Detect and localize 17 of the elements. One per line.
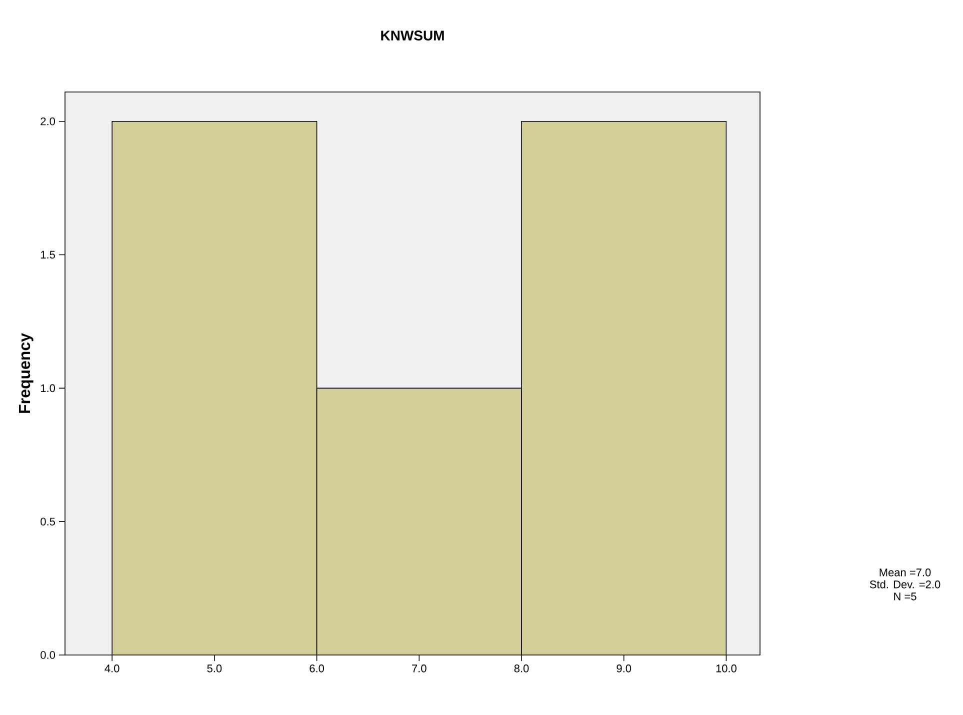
y-tick-label: 0.5: [40, 518, 55, 526]
x-tick-label: 4.0: [104, 664, 120, 672]
x-tick-label: 7.0: [412, 664, 426, 672]
x-tick-label: 8.0: [514, 664, 529, 672]
x-tick-label: 10.0: [716, 664, 736, 672]
text: Mean =7.0: [880, 568, 931, 576]
x-tick-label: 9.0: [616, 664, 632, 672]
text: Std. Dev. =2.0: [870, 580, 940, 588]
x-tick-label: 6.0: [310, 664, 324, 672]
y-tick-label: 1.5: [41, 250, 55, 259]
x-tick-label: 5.0: [207, 664, 222, 672]
chart-title: KNWSUM: [381, 30, 444, 40]
y-tick-label: 2.0: [40, 117, 56, 126]
y-tick-label: 1.0: [41, 384, 56, 392]
y-axis-title: Frequency: [18, 333, 34, 413]
y-tick-label: 0.0: [40, 651, 56, 659]
text: N =5: [894, 592, 916, 600]
